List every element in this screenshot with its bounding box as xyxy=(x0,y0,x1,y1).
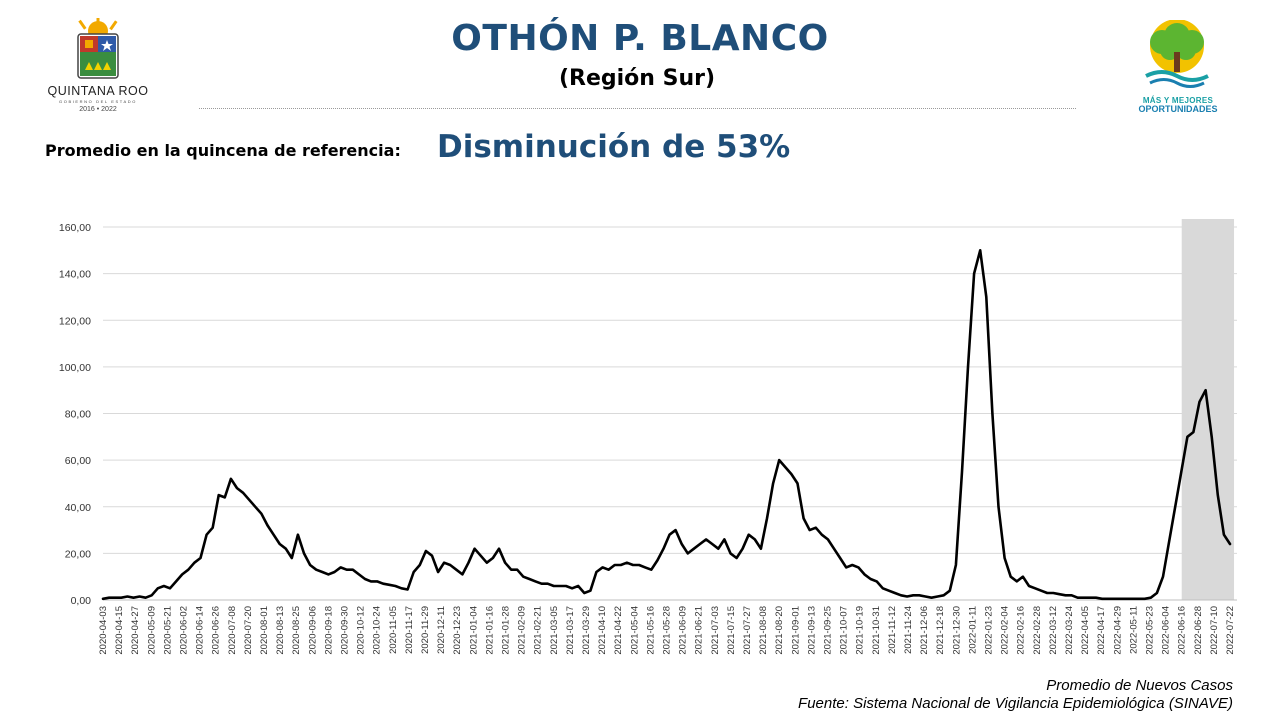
x-tick-label: 2021-07-15 xyxy=(726,606,737,655)
x-tick-label: 2022-01-11 xyxy=(967,606,978,654)
tree-icon xyxy=(1145,20,1209,88)
x-tick-label: 2021-08-20 xyxy=(774,606,785,655)
x-tick-label: 2020-12-11 xyxy=(436,606,447,654)
x-tick-label: 2021-05-04 xyxy=(629,606,640,655)
x-tick-label: 2021-10-07 xyxy=(839,606,850,655)
y-tick-label: 80,00 xyxy=(65,409,91,421)
x-tick-label: 2021-03-17 xyxy=(565,606,576,655)
x-tick-label: 2022-07-22 xyxy=(1225,606,1236,655)
page-title: OTHÓN P. BLANCO xyxy=(451,18,829,59)
x-tick-label: 2021-07-27 xyxy=(742,606,753,655)
y-tick-label: 120,00 xyxy=(59,315,91,327)
x-tick-label: 2020-07-20 xyxy=(243,606,254,655)
x-tick-label: 2022-06-04 xyxy=(1161,606,1172,655)
x-tick-label: 2021-02-09 xyxy=(517,606,528,655)
x-tick-label: 2021-10-19 xyxy=(855,606,866,655)
slogan-line-2: OPORTUNIDADES xyxy=(1138,104,1218,114)
x-tick-label: 2022-07-10 xyxy=(1209,606,1220,655)
x-tick-label: 2020-10-12 xyxy=(356,606,367,655)
x-tick-label: 2020-08-01 xyxy=(259,606,270,655)
x-tick-label: 2021-01-04 xyxy=(468,606,479,655)
x-tick-label: 2021-09-01 xyxy=(790,606,801,655)
x-tick-label: 2021-05-16 xyxy=(645,606,656,655)
reference-label: Promedio en la quincena de referencia: xyxy=(45,141,401,160)
x-tick-label: 2021-07-03 xyxy=(710,606,721,655)
x-tick-label: 2022-04-17 xyxy=(1096,606,1107,655)
series-line xyxy=(101,249,1232,601)
y-tick-label: 140,00 xyxy=(59,269,91,281)
y-tick-label: 40,00 xyxy=(65,502,91,514)
x-tick-label: 2020-09-30 xyxy=(340,606,351,655)
government-period: 2016 • 2022 xyxy=(79,106,117,113)
x-tick-label: 2021-12-18 xyxy=(935,606,946,655)
y-tick-label: 0,00 xyxy=(71,595,92,607)
x-tick-label: 2020-06-26 xyxy=(211,606,222,655)
reference-value: Disminución de 53% xyxy=(437,129,791,165)
x-tick-label: 2020-04-03 xyxy=(98,606,109,655)
state-government-label: GOBIERNO DEL ESTADO xyxy=(59,99,137,104)
x-tick-label: 2021-01-28 xyxy=(501,606,512,655)
y-tick-label: 100,00 xyxy=(59,362,91,374)
x-tick-label: 2021-03-29 xyxy=(581,606,592,655)
x-tick-label: 2021-03-05 xyxy=(549,606,560,655)
x-tick-label: 2022-05-11 xyxy=(1128,606,1139,654)
x-tick-label: 2021-12-30 xyxy=(951,606,962,655)
data-source: Fuente: Sistema Nacional de Vigilancia E… xyxy=(798,695,1233,712)
x-tick-label: 2022-06-28 xyxy=(1193,606,1204,655)
x-tick-label: 2020-04-27 xyxy=(130,606,141,655)
cases-line-chart: 0,00 20,00 40,00 60,00 80,00 100,00 120,00 140,… xyxy=(59,219,1237,655)
x-tick-label: 2020-11-29 xyxy=(420,606,431,654)
x-tick-label: 2020-12-23 xyxy=(452,606,463,655)
quintana-roo-logo: QUINTANA ROO GOBIERNO DEL ESTADO 2016 • … xyxy=(40,18,156,114)
x-tick-label: 2020-10-24 xyxy=(372,606,383,655)
x-tick-label: 2020-11-17 xyxy=(404,606,415,654)
slogan-line-1: MÁS Y MEJORES xyxy=(1142,96,1214,105)
y-tick-label: 20,00 xyxy=(65,548,91,560)
x-tick-label: 2022-06-16 xyxy=(1177,606,1188,655)
x-tick-label: 2022-02-16 xyxy=(1016,606,1027,655)
x-tick-label: 2021-01-16 xyxy=(484,606,495,655)
header-divider xyxy=(199,108,1076,109)
x-tick-label: 2022-02-04 xyxy=(1000,606,1011,655)
x-tick-label: 2020-05-21 xyxy=(162,606,173,655)
y-tick-label: 60,00 xyxy=(65,455,91,467)
x-tick-label: 2022-01-23 xyxy=(984,606,995,655)
page-subtitle: (Región Sur) xyxy=(558,66,716,91)
x-tick-label: 2020-08-25 xyxy=(291,606,302,655)
x-tick-label: 2022-05-23 xyxy=(1145,606,1156,655)
x-tick-label: 2021-06-09 xyxy=(678,606,689,655)
x-tick-label: 2022-02-28 xyxy=(1032,606,1043,655)
x-tick-label: 2021-04-10 xyxy=(597,606,608,655)
x-tick-label: 2021-09-25 xyxy=(823,606,834,655)
x-tick-label: 2020-04-15 xyxy=(114,606,125,655)
x-tick-label: 2020-09-18 xyxy=(323,606,334,655)
y-tick-label: 160,00 xyxy=(59,222,91,234)
x-tick-label: 2020-07-08 xyxy=(227,606,238,655)
x-tick-label: 2021-12-06 xyxy=(919,606,930,655)
x-tick-label: 2020-11-05 xyxy=(388,606,399,654)
oportunidades-logo: MÁS Y MEJORES OPORTUNIDADES xyxy=(1126,20,1230,116)
x-tick-label: 2022-04-29 xyxy=(1112,606,1123,655)
x-tick-label: 2020-06-02 xyxy=(179,606,190,655)
x-tick-label: 2022-03-12 xyxy=(1048,606,1059,655)
x-tick-label: 2021-05-28 xyxy=(662,606,673,655)
x-tick-label: 2021-02-21 xyxy=(533,606,544,655)
x-tick-label: 2021-09-13 xyxy=(806,606,817,655)
state-name: QUINTANA ROO xyxy=(47,84,149,98)
x-tick-label: 2020-06-14 xyxy=(195,606,206,655)
state-shield-icon xyxy=(77,18,119,79)
series-note: Promedio de Nuevos Casos xyxy=(1046,677,1233,694)
x-tick-label: 2020-05-09 xyxy=(146,606,157,655)
x-tick-label: 2021-11-12 xyxy=(887,606,898,654)
x-tick-label: 2021-06-21 xyxy=(694,606,705,655)
x-tick-label: 2021-04-22 xyxy=(613,606,624,655)
x-tick-label: 2020-08-13 xyxy=(275,606,286,655)
x-tick-label: 2022-04-05 xyxy=(1080,606,1091,655)
x-tick-label: 2021-11-24 xyxy=(903,606,914,654)
x-tick-label: 2020-09-06 xyxy=(307,606,318,655)
x-tick-label: 2021-10-31 xyxy=(871,606,882,655)
x-tick-label: 2021-08-08 xyxy=(758,606,769,655)
x-tick-label: 2022-03-24 xyxy=(1064,606,1075,655)
